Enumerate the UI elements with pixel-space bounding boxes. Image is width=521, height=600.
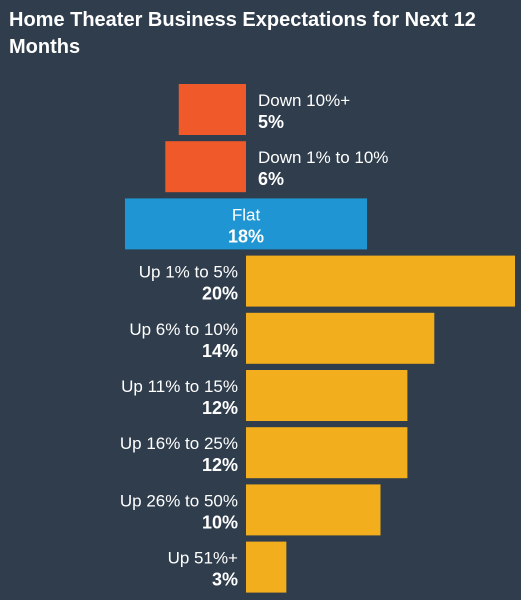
- bar-value-label: 6%: [258, 169, 284, 189]
- bar-category-label: Down 1% to 10%: [258, 148, 388, 167]
- bar-value-label: 3%: [212, 570, 238, 590]
- bar-down: [178, 84, 246, 135]
- bar-up: [246, 541, 287, 593]
- bar-value-label: 14%: [202, 341, 238, 361]
- bar-category-label: Up 1% to 5%: [139, 263, 238, 282]
- bar-flat: [124, 198, 368, 250]
- bar-category-label: Down 10%+: [258, 91, 350, 110]
- bar-category-label: Up 11% to 15%: [121, 377, 238, 396]
- bar-up: [246, 312, 435, 364]
- bar-up: [246, 484, 381, 536]
- bar-value-label: 10%: [202, 512, 238, 532]
- bar-value-label: 18%: [228, 226, 264, 246]
- bar-down: [165, 141, 246, 193]
- bar-value-label: 12%: [202, 455, 238, 475]
- bar-value-label: 12%: [202, 398, 238, 418]
- bar-category-label: Up 26% to 50%: [120, 491, 238, 510]
- bar-category-label: Up 6% to 10%: [129, 320, 238, 339]
- bar-up: [246, 427, 408, 479]
- bar-category-label: Up 16% to 25%: [120, 434, 238, 453]
- bar-up: [246, 370, 408, 421]
- bar-category-label: Flat: [232, 205, 261, 224]
- chart-title: Home Theater Business Expectations for N…: [9, 9, 476, 58]
- bar-category-label: Up 51%+: [168, 549, 238, 568]
- bar-value-label: 5%: [258, 112, 284, 132]
- bar-up: [246, 255, 515, 307]
- bar-value-label: 20%: [202, 284, 238, 304]
